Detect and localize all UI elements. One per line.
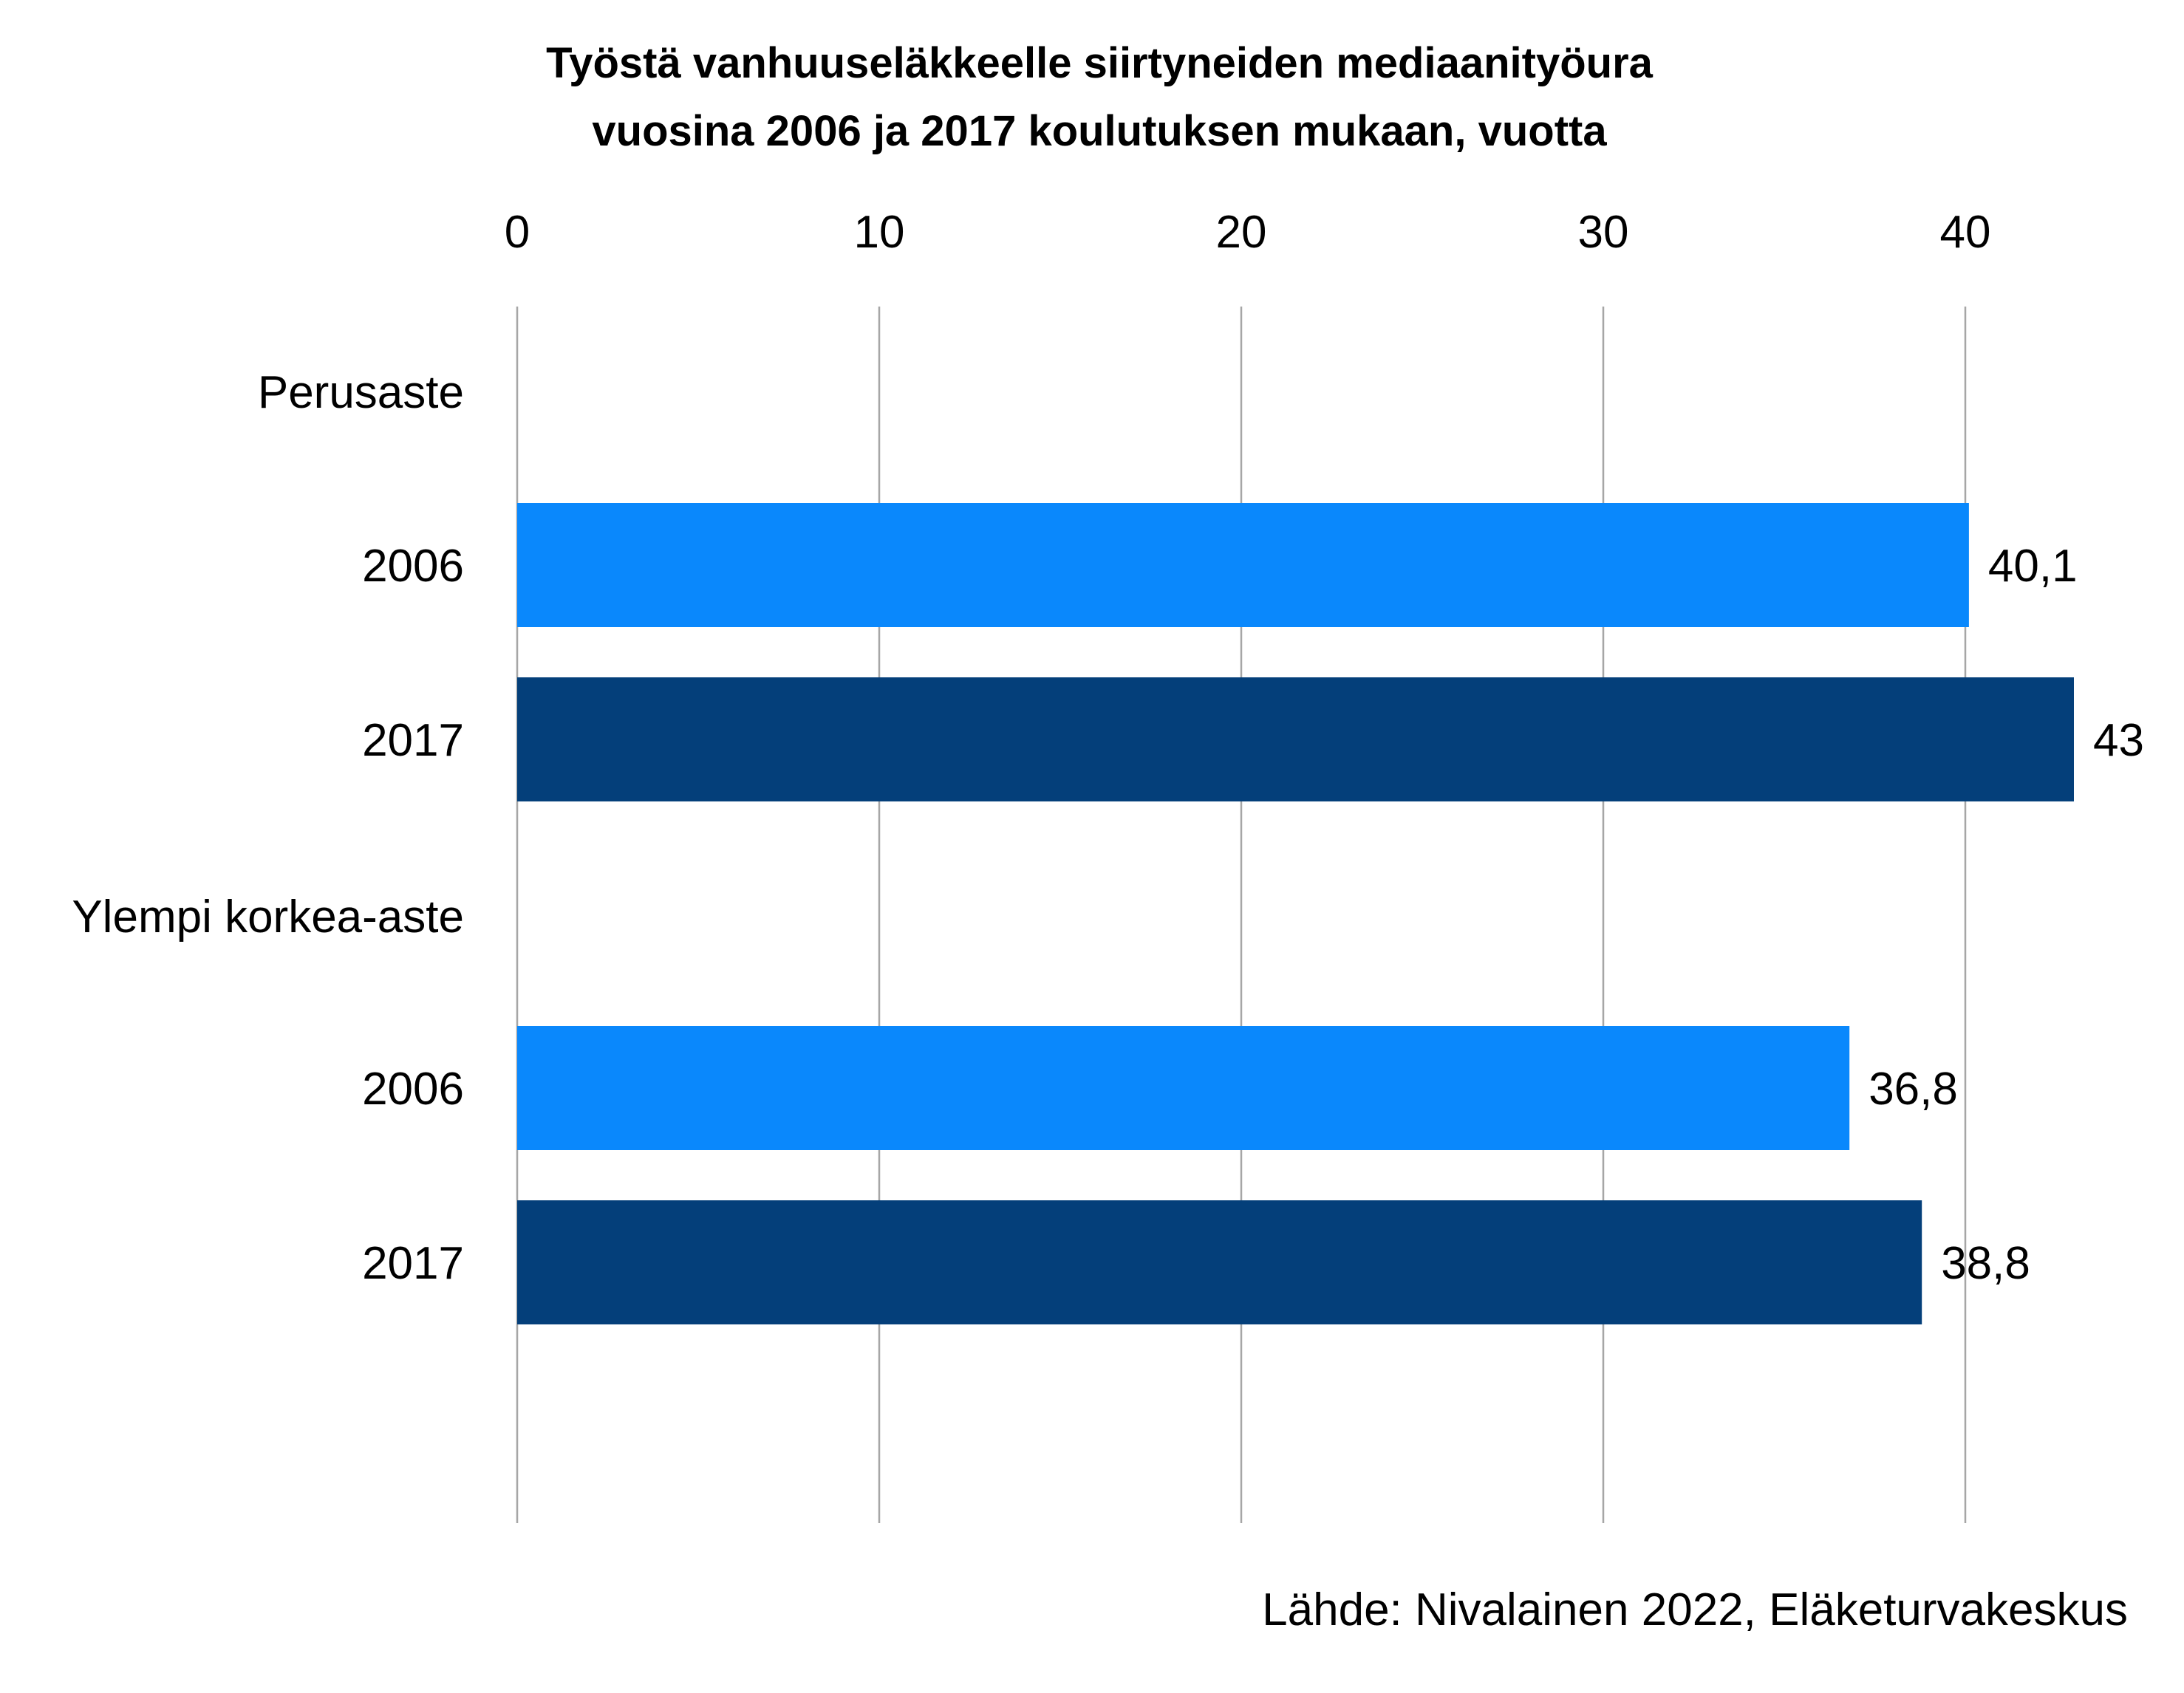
data-label: 38,8 xyxy=(1941,1238,2030,1289)
group-label: Perusaste xyxy=(258,367,464,418)
category-label: 2006 xyxy=(362,1064,464,1115)
data-label: 43 xyxy=(2093,715,2144,766)
data-label: 36,8 xyxy=(1869,1064,1958,1115)
x-tick-label: 10 xyxy=(854,207,905,258)
bar-2017 xyxy=(517,1200,1922,1324)
category-label: 2017 xyxy=(362,1238,464,1289)
gridlines xyxy=(516,307,1967,1523)
source-note: Lähde: Nivalainen 2022, Eläketurvakeskus xyxy=(1262,1584,2128,1635)
chart-title-line-1: Työstä vanhuuseläkkeelle siirtyneiden me… xyxy=(546,39,1654,87)
bar-2006 xyxy=(517,503,1969,627)
chart-title: Työstä vanhuuseläkkeelle siirtyneiden me… xyxy=(546,39,1654,155)
category-labels: Perusaste 2006 40,1 2017 43 Ylempi korkea-ast… xyxy=(72,367,2144,1289)
x-axis-ticks: 0 10 20 30 40 xyxy=(505,207,1991,258)
group-label: Ylempi korkea-aste xyxy=(72,892,464,943)
data-label: 40,1 xyxy=(1988,541,2078,592)
category-label: 2017 xyxy=(362,715,464,766)
x-tick-label: 0 xyxy=(505,207,530,258)
bars xyxy=(517,503,2074,1324)
category-label: 2006 xyxy=(362,541,464,592)
chart-title-line-2: vuosina 2006 ja 2017 koulutuksen mukaan,… xyxy=(592,107,1607,155)
x-tick-label: 30 xyxy=(1578,207,1629,258)
bar-2017 xyxy=(517,677,2074,801)
x-tick-label: 20 xyxy=(1216,207,1267,258)
bar-2006 xyxy=(517,1026,1850,1150)
x-tick-label: 40 xyxy=(1940,207,1991,258)
